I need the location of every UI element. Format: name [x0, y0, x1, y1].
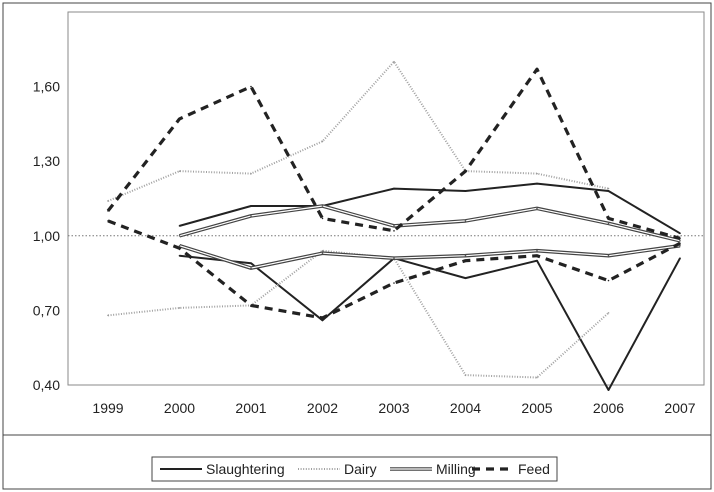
- y-tick-label: 1,30: [33, 153, 60, 169]
- data-point-milling: [393, 257, 395, 259]
- data-point-slaughtering: [607, 190, 610, 192]
- data-point-dairy: [107, 200, 109, 202]
- x-tick-label: 2006: [593, 400, 624, 416]
- y-tick-label: 1,00: [33, 228, 60, 244]
- x-tick-label: 2001: [235, 400, 266, 416]
- plot-area-border: [67, 11, 705, 386]
- series-line-milling-upper-inner: [179, 205, 681, 242]
- data-point-dairy: [250, 172, 252, 175]
- series-line-dairy-upper: [107, 60, 609, 202]
- legend-label-dairy: Dairy: [344, 461, 377, 477]
- data-point-milling: [536, 207, 538, 210]
- data-point-slaughtering: [679, 257, 681, 259]
- data-point-feed: [250, 85, 252, 88]
- x-tick-label: 2003: [378, 400, 409, 416]
- data-point-milling: [607, 222, 610, 225]
- data-point-dairy: [321, 249, 324, 252]
- data-point-feed: [250, 304, 252, 307]
- data-point-milling: [321, 205, 324, 207]
- data-point-slaughtering: [178, 254, 181, 257]
- data-point-feed: [679, 242, 681, 245]
- data-point-feed: [607, 279, 610, 282]
- y-tick-label: 1,60: [33, 79, 60, 95]
- data-point-milling: [250, 267, 252, 269]
- x-tick-label: 2004: [450, 400, 481, 416]
- data-point-slaughtering: [321, 319, 324, 322]
- data-point-dairy: [393, 60, 395, 63]
- data-point-slaughtering: [464, 277, 467, 279]
- data-point-dairy: [107, 314, 109, 317]
- data-point-feed: [321, 317, 324, 319]
- series-feed: [106, 67, 681, 320]
- data-point-dairy: [321, 140, 324, 143]
- data-point-milling: [679, 244, 681, 247]
- x-tick-label: 1999: [92, 400, 123, 416]
- legend-label-slaughtering: Slaughtering: [206, 461, 285, 477]
- data-point-slaughtering: [250, 262, 252, 264]
- series-line-milling-lower-inner: [179, 245, 681, 269]
- data-point-slaughtering: [536, 182, 538, 185]
- series-line-slaughtering-lower: [179, 254, 681, 391]
- data-point-slaughtering: [393, 187, 395, 190]
- data-point-feed: [607, 217, 610, 220]
- x-tick-label: 2007: [664, 400, 695, 416]
- x-tick-label: 2000: [164, 400, 195, 416]
- data-point-feed: [536, 254, 538, 257]
- series-line-dairy-lower: [107, 249, 610, 379]
- data-point-milling: [178, 244, 181, 247]
- axis-labels: 0,40 0,70 1,00 1,30 1,60 1999 2000 2001 2002 2003…: [33, 79, 696, 416]
- x-tick-label: 2002: [307, 400, 338, 416]
- data-point-feed: [107, 220, 109, 222]
- series-line-slaughtering-upper: [179, 182, 681, 235]
- data-point-slaughtering: [464, 190, 467, 192]
- data-point-dairy: [536, 376, 538, 379]
- legend-label-milling: Milling: [436, 461, 476, 477]
- data-point-feed: [107, 210, 109, 212]
- data-point-feed: [679, 237, 681, 240]
- y-tick-label: 0,70: [33, 302, 60, 318]
- x-tick-label: 2005: [521, 400, 552, 416]
- data-point-dairy: [607, 312, 610, 314]
- data-point-dairy: [178, 307, 181, 309]
- data-point-milling: [679, 239, 681, 242]
- data-point-milling: [250, 215, 252, 217]
- data-point-slaughtering: [679, 232, 681, 235]
- data-point-feed: [536, 68, 538, 70]
- data-point-milling: [536, 249, 538, 252]
- series-layer: [106, 60, 681, 391]
- series-milling: [178, 204, 681, 270]
- data-point-milling: [178, 235, 181, 237]
- legend: Slaughtering Dairy Milling Feed: [151, 456, 558, 482]
- data-point-feed: [178, 118, 181, 120]
- data-point-feed: [464, 170, 467, 172]
- data-point-feed: [178, 247, 181, 250]
- data-point-dairy: [536, 172, 538, 175]
- data-point-slaughtering: [536, 259, 538, 262]
- data-point-feed: [393, 230, 395, 232]
- data-point-slaughtering: [607, 389, 610, 391]
- data-point-dairy: [607, 187, 610, 190]
- data-point-slaughtering: [178, 225, 181, 227]
- data-point-dairy: [178, 170, 181, 172]
- legend-label-feed: Feed: [518, 461, 550, 477]
- data-point-milling: [321, 252, 324, 255]
- data-point-feed: [464, 259, 467, 262]
- data-point-milling: [393, 225, 395, 227]
- data-point-slaughtering: [250, 205, 252, 207]
- data-point-milling: [464, 220, 467, 222]
- series-slaughtering: [178, 182, 681, 391]
- data-point-dairy: [464, 374, 467, 376]
- y-tick-label: 0,40: [33, 377, 60, 393]
- data-point-milling: [607, 254, 610, 257]
- data-point-milling: [464, 254, 467, 257]
- data-point-feed: [321, 217, 324, 220]
- series-line-feed-upper: [106, 67, 681, 240]
- data-point-feed: [393, 282, 395, 284]
